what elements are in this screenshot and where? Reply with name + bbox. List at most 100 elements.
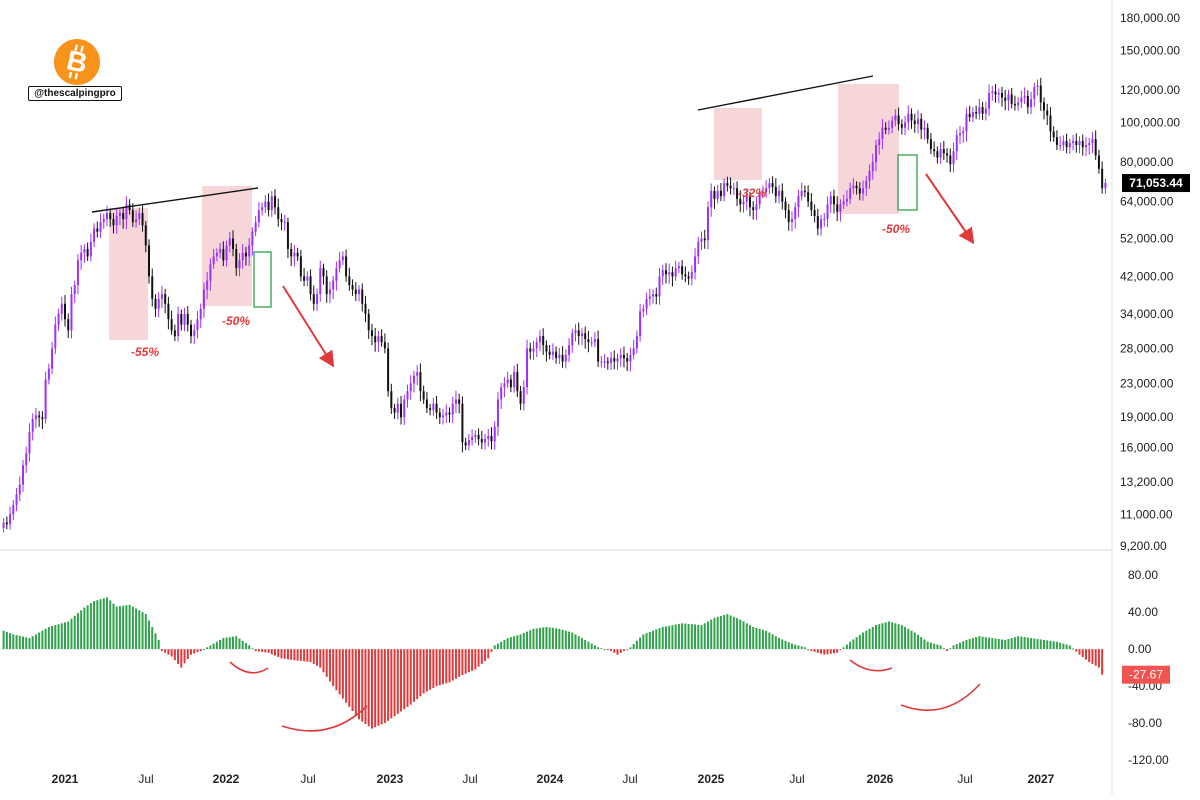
candle [674, 260, 677, 281]
oscillator-tick-label: -120.00 [1128, 753, 1169, 767]
candle [745, 188, 748, 211]
histogram-bar [28, 638, 31, 650]
histogram-bar [244, 643, 247, 650]
histogram-bar [367, 649, 370, 727]
candle-body [177, 313, 180, 337]
candle [9, 506, 12, 530]
candle [387, 342, 390, 397]
candle [639, 303, 642, 342]
candle [493, 421, 496, 450]
histogram-bar [949, 648, 952, 650]
candle-body [183, 313, 186, 325]
candle-body [639, 311, 642, 337]
histogram-bar [348, 649, 351, 707]
candle-body [577, 330, 580, 337]
candle-body [587, 339, 590, 343]
candle-body [1000, 92, 1003, 98]
histogram-bar [141, 612, 144, 650]
histogram-bar [971, 638, 974, 650]
drawdown-zone [838, 84, 899, 214]
histogram-bar [600, 648, 603, 650]
candle-body [257, 210, 260, 223]
candle [574, 324, 577, 342]
candle [1004, 89, 1007, 111]
drawdown-label: -50% [222, 314, 250, 328]
candle-body [235, 249, 238, 269]
candle-body [1068, 143, 1071, 148]
histogram-bar [177, 649, 180, 664]
histogram-bar [1094, 649, 1097, 666]
annotations: -55% -50% -32% -50% [91, 75, 981, 732]
trendline-2021 [91, 187, 259, 213]
candle-body [862, 188, 865, 194]
candle-body [170, 319, 173, 331]
candle [845, 190, 848, 207]
histogram-bar [894, 623, 897, 650]
histogram-bar [526, 631, 529, 650]
candle [151, 268, 154, 307]
candle [280, 213, 283, 231]
candle [997, 88, 1000, 104]
histogram-bar [681, 623, 684, 650]
candle-body [67, 319, 70, 331]
histogram-bar [965, 639, 968, 650]
histogram-bar [383, 649, 386, 724]
candle [432, 397, 435, 416]
histogram-bar [451, 649, 454, 681]
candle [794, 202, 797, 229]
candle-body [316, 294, 319, 304]
candle-body [790, 219, 793, 223]
histogram-bar [748, 625, 751, 650]
candle-body [164, 294, 167, 304]
histogram-bar [196, 649, 199, 653]
candle [781, 183, 784, 210]
candle-body [496, 399, 499, 427]
candle-body [393, 408, 396, 413]
candle-body [99, 222, 102, 232]
candle-body [884, 127, 887, 130]
candle-body [454, 399, 457, 404]
histogram-bar [254, 649, 257, 651]
candle-body [865, 180, 868, 189]
candle [748, 191, 751, 217]
candle-body [419, 372, 422, 392]
candle-body [345, 256, 348, 277]
price-tick-label: 13,200.00 [1120, 475, 1174, 489]
candle-body [293, 252, 296, 257]
price-tick-label: 64,000.00 [1120, 195, 1174, 209]
candle-body [380, 336, 383, 343]
candle-body [1059, 145, 1062, 147]
candle-body [787, 210, 790, 223]
candle-body [51, 348, 54, 369]
candle-body [448, 412, 451, 415]
candle-body [887, 127, 890, 130]
histogram-bar [755, 627, 758, 650]
price-tick-label: 100,000.00 [1120, 115, 1180, 129]
candle-body [193, 330, 196, 337]
candle [264, 195, 267, 214]
histogram-bar [752, 626, 755, 650]
histogram-bar [309, 649, 312, 663]
candle [364, 295, 367, 323]
histogram-bar [490, 649, 493, 652]
candle [962, 127, 965, 143]
candle [810, 192, 813, 216]
histogram-bar [736, 618, 739, 650]
candle [904, 115, 907, 136]
candle [852, 178, 855, 195]
candle [529, 342, 532, 360]
histogram-bar [926, 641, 929, 650]
candle [813, 204, 816, 223]
candle-body [858, 188, 861, 194]
histogram-bar [377, 649, 380, 726]
candle-body [60, 303, 63, 314]
histogram-bar [758, 628, 761, 650]
candle-body [564, 354, 567, 362]
candle-body [826, 204, 829, 220]
candle [86, 242, 89, 261]
trough-curve [849, 659, 893, 672]
histogram-bar [597, 647, 600, 650]
histogram-bar [913, 632, 916, 650]
histogram-bar [193, 649, 196, 654]
time-tick-label: Jul [300, 772, 315, 786]
